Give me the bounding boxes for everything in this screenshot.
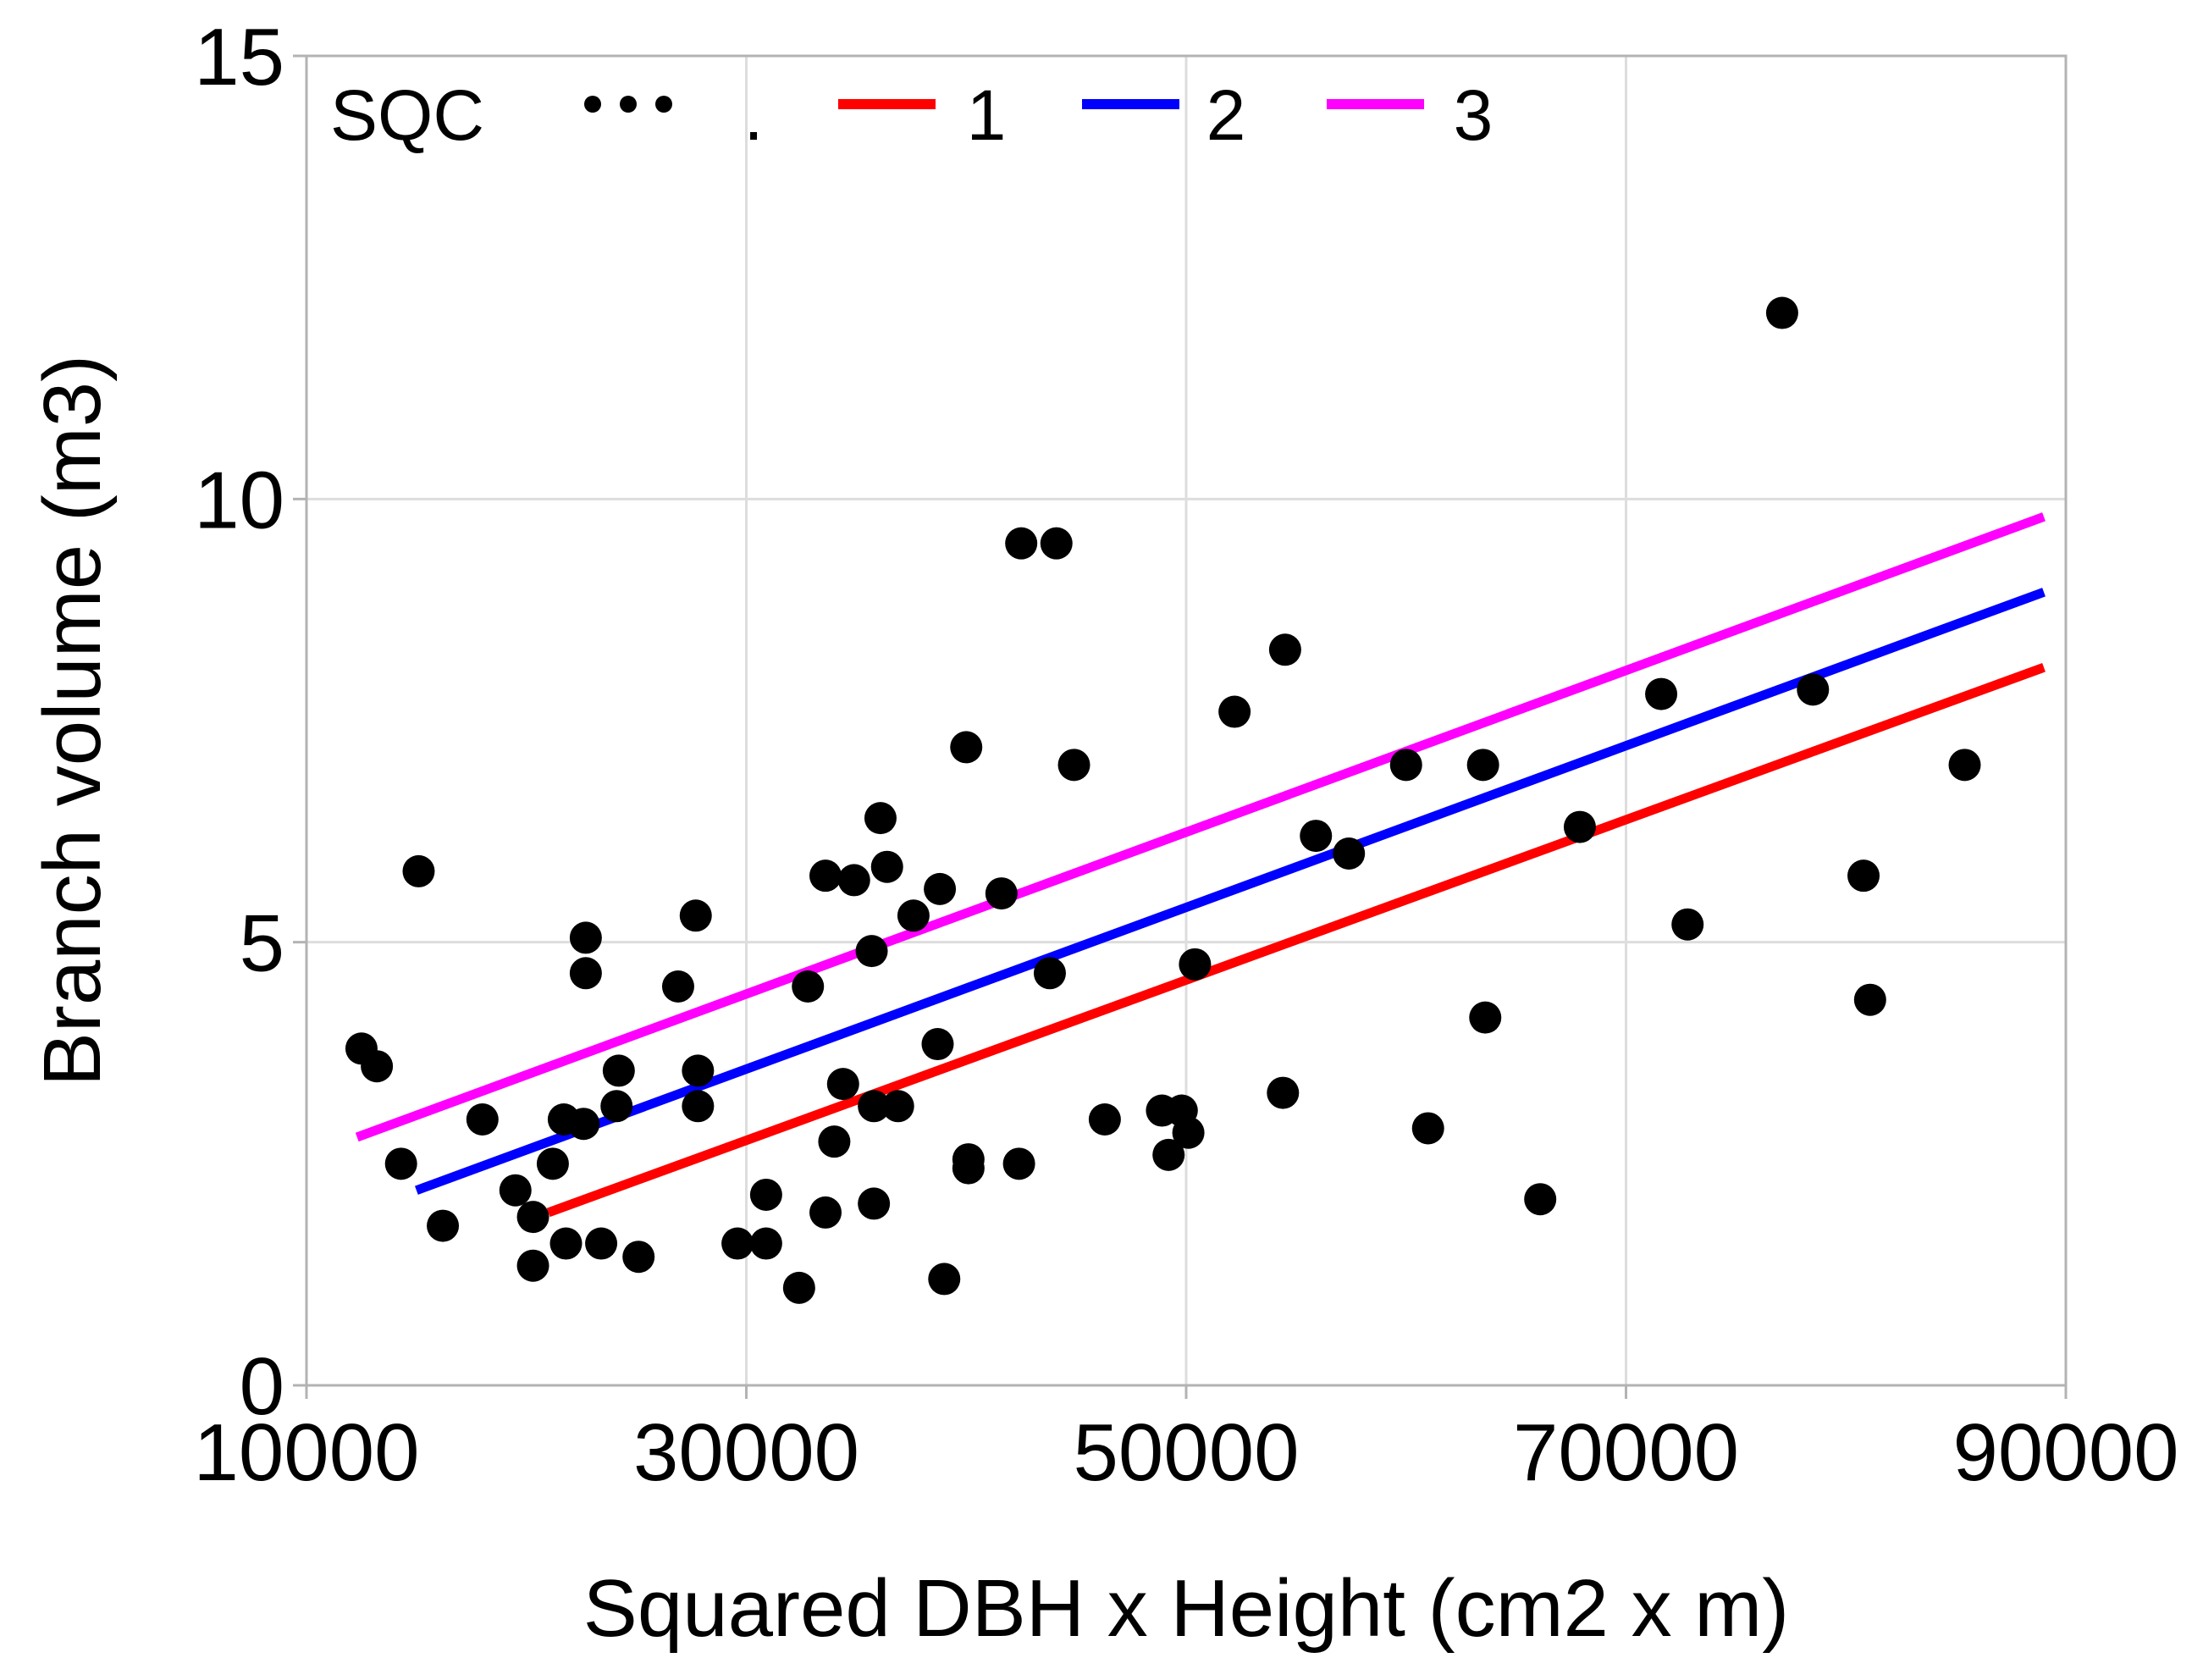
grid bbox=[306, 56, 2066, 1385]
data-point bbox=[1002, 1147, 1035, 1180]
data-point bbox=[749, 1227, 782, 1260]
fit-line-sqc-2 bbox=[414, 588, 2046, 1195]
data-point bbox=[1466, 749, 1499, 782]
data-point bbox=[1389, 749, 1422, 782]
data-point bbox=[921, 1028, 954, 1061]
x-tick-label: 50000 bbox=[1074, 1407, 1300, 1498]
axis-ticks: 10000 30000 50000 70000 90000 0 5 10 15 bbox=[194, 12, 2179, 1498]
data-point bbox=[1765, 296, 1798, 329]
data-point bbox=[952, 1143, 985, 1176]
legend-label-3: 3 bbox=[1454, 75, 1494, 155]
data-point bbox=[749, 1178, 782, 1211]
legend-swatch-points bbox=[655, 96, 672, 113]
data-point bbox=[1563, 810, 1596, 843]
legend-label-2: 2 bbox=[1206, 75, 1246, 155]
legend-label-dot: . bbox=[743, 75, 763, 155]
data-point bbox=[782, 1271, 815, 1304]
x-axis-title: Squared DBH x Height (cm2 x m) bbox=[583, 1563, 1789, 1654]
data-point bbox=[858, 1090, 891, 1123]
data-point bbox=[809, 859, 842, 892]
data-point bbox=[1267, 1076, 1300, 1109]
data-point bbox=[1040, 527, 1073, 560]
data-point bbox=[1853, 983, 1886, 1016]
data-point bbox=[1088, 1103, 1121, 1136]
x-tick-label: 10000 bbox=[194, 1407, 420, 1498]
legend-title: SQC bbox=[330, 75, 484, 155]
x-tick-label: 90000 bbox=[1953, 1407, 2179, 1498]
data-points bbox=[345, 296, 1981, 1304]
data-point bbox=[924, 872, 957, 905]
data-point bbox=[1218, 695, 1251, 728]
legend-swatch-points bbox=[584, 96, 601, 113]
data-point bbox=[950, 731, 983, 764]
data-point bbox=[569, 921, 602, 954]
data-point bbox=[1948, 749, 1981, 782]
data-point bbox=[679, 899, 712, 932]
data-point bbox=[809, 1196, 842, 1229]
data-point bbox=[402, 854, 435, 887]
data-point bbox=[1179, 948, 1212, 981]
data-point bbox=[985, 877, 1018, 910]
data-point bbox=[1847, 859, 1880, 892]
data-point bbox=[682, 1054, 715, 1087]
legend-label-1: 1 bbox=[967, 75, 1007, 155]
data-point bbox=[1333, 837, 1366, 870]
data-point bbox=[1172, 1116, 1205, 1149]
data-point bbox=[818, 1125, 851, 1158]
fit-line-sqc-1 bbox=[546, 663, 2046, 1218]
data-point bbox=[826, 1068, 859, 1101]
data-point bbox=[864, 802, 897, 835]
data-point bbox=[1005, 527, 1038, 560]
data-point bbox=[622, 1241, 655, 1274]
data-point bbox=[466, 1103, 499, 1136]
y-tick-label: 0 bbox=[240, 1341, 284, 1432]
data-point bbox=[881, 1090, 914, 1123]
fit-line-sqc-3 bbox=[355, 512, 2046, 1142]
data-point bbox=[1057, 749, 1090, 782]
x-tick-label: 30000 bbox=[633, 1407, 859, 1498]
y-axis-title: Branch volume (m3) bbox=[27, 355, 118, 1086]
data-point bbox=[536, 1147, 569, 1180]
data-point bbox=[516, 1201, 549, 1234]
data-point bbox=[837, 864, 870, 897]
y-tick-label: 15 bbox=[194, 12, 284, 102]
y-tick-label: 10 bbox=[194, 455, 284, 545]
data-point bbox=[499, 1174, 532, 1207]
legend-swatch-points bbox=[620, 96, 637, 113]
data-point bbox=[1469, 1001, 1502, 1034]
data-point bbox=[897, 899, 930, 932]
data-point bbox=[549, 1227, 582, 1260]
data-point bbox=[516, 1249, 549, 1282]
data-point bbox=[1268, 633, 1301, 666]
data-point bbox=[569, 957, 602, 990]
data-point bbox=[1524, 1183, 1557, 1216]
data-point bbox=[855, 935, 888, 968]
data-point bbox=[661, 970, 694, 1003]
data-point bbox=[1797, 673, 1830, 706]
legend: SQC. 1 2 3 bbox=[330, 75, 1493, 155]
data-point bbox=[1300, 820, 1333, 853]
fit-lines bbox=[355, 512, 2046, 1218]
data-point bbox=[1152, 1138, 1185, 1171]
data-point bbox=[384, 1147, 417, 1180]
data-point bbox=[1411, 1112, 1444, 1145]
y-tick-label: 5 bbox=[240, 898, 284, 989]
data-point bbox=[928, 1263, 961, 1296]
data-point bbox=[858, 1187, 891, 1220]
data-point bbox=[1645, 677, 1678, 710]
data-point bbox=[1033, 957, 1066, 990]
data-point bbox=[1671, 908, 1704, 941]
data-point bbox=[792, 970, 825, 1003]
data-point bbox=[361, 1050, 394, 1083]
data-point bbox=[600, 1090, 633, 1123]
data-point bbox=[721, 1227, 754, 1260]
x-tick-label: 70000 bbox=[1513, 1407, 1739, 1498]
data-point bbox=[567, 1108, 600, 1141]
data-point bbox=[682, 1090, 715, 1123]
data-point bbox=[602, 1054, 635, 1087]
data-point bbox=[585, 1227, 618, 1260]
data-point bbox=[870, 850, 903, 883]
data-point bbox=[427, 1209, 460, 1242]
